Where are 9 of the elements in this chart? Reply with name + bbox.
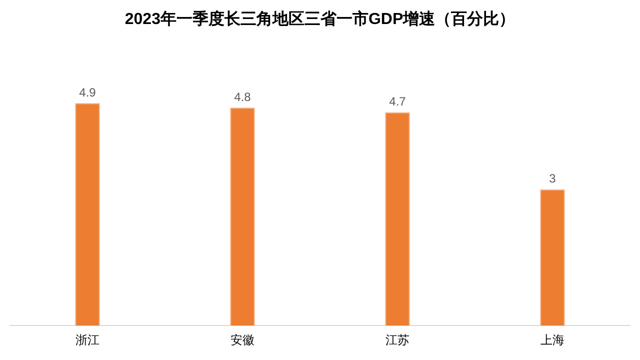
data-label: 4.7 xyxy=(389,94,406,109)
x-tick-label: 江苏 xyxy=(386,333,410,348)
x-tick-label: 安徽 xyxy=(230,333,254,348)
chart-title: 2023年一季度长三角地区三省一市GDP增速（百分比） xyxy=(124,9,516,28)
x-tick-label: 上海 xyxy=(540,333,564,348)
data-label: 4.8 xyxy=(234,90,252,104)
data-label: 4.9 xyxy=(79,85,96,100)
data-label: 3 xyxy=(549,172,556,186)
x-tick-label: 浙江 xyxy=(76,333,100,348)
